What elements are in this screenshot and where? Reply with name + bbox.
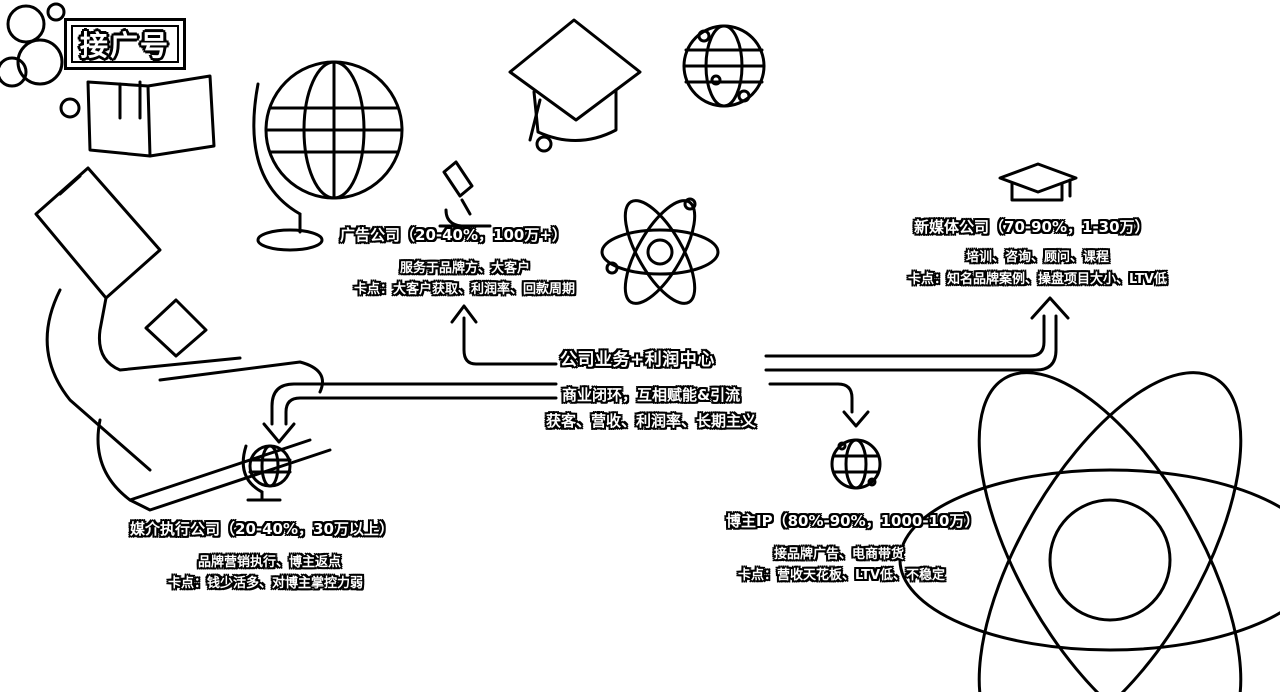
ad-agency-pain-points: 卡点：大客户获取、利润率、回款周期 <box>354 282 576 297</box>
graduation-cap-decoration <box>508 18 642 153</box>
graduation-cap-icon <box>998 162 1078 202</box>
ad-agency-services: 服务于品牌方、大客户 <box>400 261 531 276</box>
new-media-pain-points: 卡点：知名品牌案例、操盘项目大小、LTV低 <box>908 272 1168 287</box>
media-exec-pain-points: 卡点：钱少活多、对博主掌控力弱 <box>168 576 364 591</box>
arrow-to-media-exec <box>262 382 558 444</box>
microscope-icon <box>438 160 492 228</box>
atom-icon <box>600 197 720 305</box>
media-exec-title: 媒介执行公司（20-40%，30万以上） <box>130 520 394 538</box>
arrow-to-ad-agency <box>450 304 558 366</box>
arrow-to-new-media <box>764 296 1070 372</box>
blogger-ip-title: 博主IP（80%-90%，1000-10万） <box>726 512 980 530</box>
new-media-title: 新媒体公司（70-90%，1-30万） <box>914 218 1150 236</box>
new-media-services: 培训、咨询、顾问、课程 <box>966 250 1110 265</box>
center-title: 公司业务+利润中心 <box>560 350 715 370</box>
media-exec-services: 品牌营销执行、博主返点 <box>198 555 342 570</box>
center-line-2: 获客、营收、利润率、长期主义 <box>546 412 757 430</box>
microscope-large-decoration <box>34 166 332 512</box>
bubbles-decoration <box>0 2 81 119</box>
center-line-1: 商业闭环，互相赋能&引流 <box>562 386 741 404</box>
atom-large-decoration <box>898 371 1280 692</box>
brand-badge-label: 接广号 <box>79 29 170 62</box>
blogger-ip-pain-points: 卡点：营收天花板、LTV低、不稳定 <box>738 568 946 583</box>
globe-small-decoration <box>682 24 766 108</box>
ad-agency-title: 广告公司（20-40%，100万+） <box>340 226 567 244</box>
network-globe-icon <box>830 438 882 490</box>
blogger-ip-services: 接品牌广告、电商带货 <box>774 547 905 562</box>
brand-badge: 接广号 <box>64 18 186 70</box>
globe-icon <box>241 444 292 502</box>
arrow-to-blogger-ip <box>768 382 870 428</box>
book-icon <box>86 74 216 158</box>
globe-large-decoration <box>252 60 404 252</box>
